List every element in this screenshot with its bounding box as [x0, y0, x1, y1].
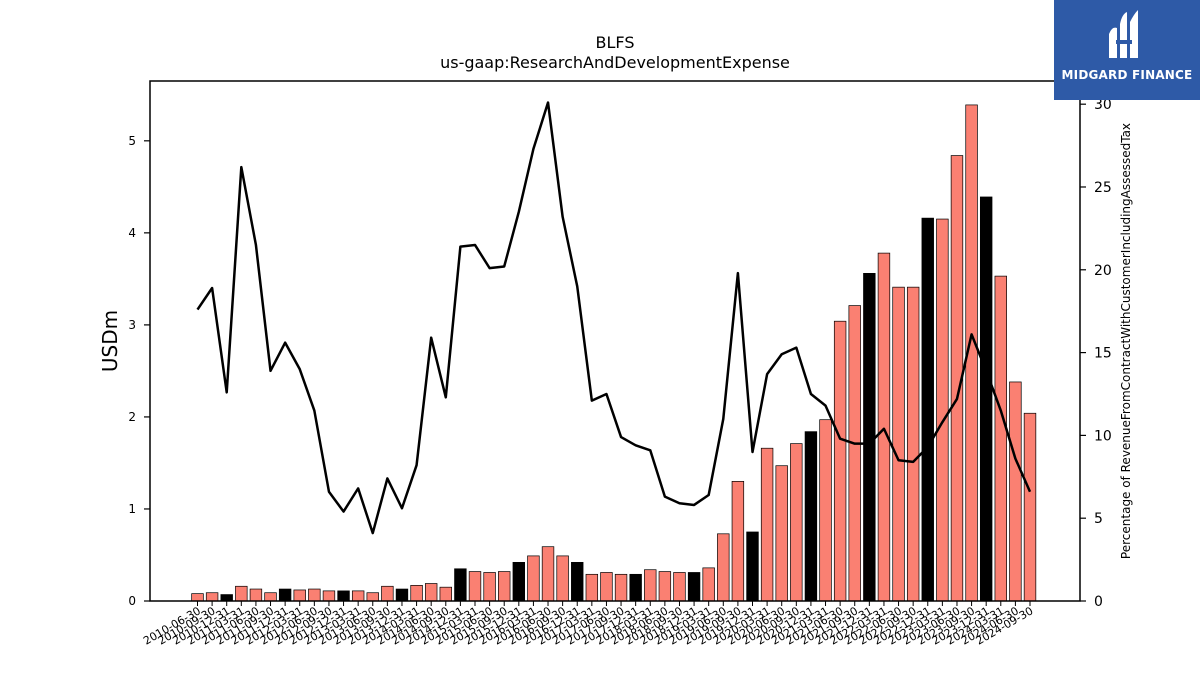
y-tick-label: 4 — [128, 226, 136, 240]
y2-tick-label: 30 — [1094, 97, 1112, 113]
bar — [804, 431, 818, 602]
y-tick-label: 2 — [128, 410, 136, 424]
bar — [629, 573, 642, 602]
bar — [220, 594, 233, 602]
y2-axis-label: Percentage of RevenueFromContractWithCus… — [1119, 123, 1133, 559]
y2-tick-label: 20 — [1094, 263, 1112, 279]
y-tick-label: 1 — [128, 502, 136, 516]
bar — [249, 588, 263, 602]
bar — [308, 588, 321, 602]
y-tick-label: 0 — [128, 594, 136, 608]
bar — [278, 588, 292, 602]
bar — [454, 568, 467, 602]
bar — [921, 217, 934, 602]
bar — [381, 585, 394, 602]
y-tick-label: 5 — [128, 134, 136, 148]
bar — [293, 589, 306, 602]
bar — [556, 555, 569, 602]
chart-subtitle: us-gaap:ResearchAndDevelopmentExpense — [440, 53, 790, 72]
bar — [790, 443, 803, 602]
bar — [191, 593, 204, 602]
bar — [527, 555, 540, 602]
bar — [571, 561, 584, 602]
bar — [366, 592, 379, 602]
y2-tick-label: 15 — [1094, 346, 1112, 362]
bar — [702, 567, 715, 602]
bar — [264, 592, 277, 602]
y2-tick-label: 25 — [1094, 180, 1112, 196]
bar — [760, 447, 774, 602]
y2-tick-label: 5 — [1094, 511, 1103, 527]
midgard-logo-icon — [1109, 10, 1138, 58]
y2-tick-label: 10 — [1094, 428, 1112, 444]
x-axis: 2010-06-302010-09-302010-12-312011-03-31… — [141, 601, 1036, 648]
bar — [512, 561, 525, 602]
bar — [979, 196, 993, 602]
bar — [424, 583, 438, 602]
left-axis: 0 1 2 3 4 5 — [128, 134, 150, 608]
bar — [337, 590, 350, 602]
bar — [644, 569, 657, 602]
bar — [1009, 381, 1022, 602]
bar — [205, 592, 219, 602]
bar — [994, 275, 1007, 602]
bar — [1023, 412, 1037, 602]
bar — [585, 573, 599, 602]
bar — [395, 588, 409, 602]
bar — [848, 305, 861, 602]
brand-logo: MIDGARD FINANCE — [1054, 0, 1200, 100]
y-tick-label: 3 — [128, 318, 136, 332]
bar — [819, 419, 832, 602]
ratio-line — [196, 101, 1032, 535]
bar — [833, 320, 847, 602]
bar — [863, 273, 876, 602]
bar — [673, 572, 686, 602]
chart-title: BLFS — [596, 33, 635, 52]
bar — [731, 481, 745, 602]
brand-name: MIDGARD FINANCE — [1061, 68, 1193, 82]
bar — [468, 571, 482, 602]
bar — [541, 546, 555, 602]
right-axis: 0 5 10 15 20 25 30 — [1080, 97, 1112, 610]
bar — [936, 218, 949, 602]
bar — [892, 286, 905, 602]
y2-tick-label: 0 — [1094, 594, 1103, 610]
bar — [877, 252, 891, 602]
bar — [717, 533, 730, 602]
bar — [235, 585, 248, 602]
bar — [687, 572, 701, 602]
plot-frame — [149, 80, 1081, 602]
bar — [351, 590, 365, 602]
bar — [322, 590, 336, 602]
bar — [600, 572, 613, 602]
bars-group — [191, 104, 1037, 602]
bar — [439, 586, 452, 602]
bar — [614, 573, 628, 602]
bar — [410, 584, 423, 602]
bar — [775, 465, 788, 602]
y-axis-label: USDm — [98, 310, 122, 372]
bar — [483, 572, 496, 602]
bar — [746, 531, 759, 602]
bar — [498, 571, 511, 602]
bar — [658, 571, 672, 602]
bar — [906, 286, 920, 602]
